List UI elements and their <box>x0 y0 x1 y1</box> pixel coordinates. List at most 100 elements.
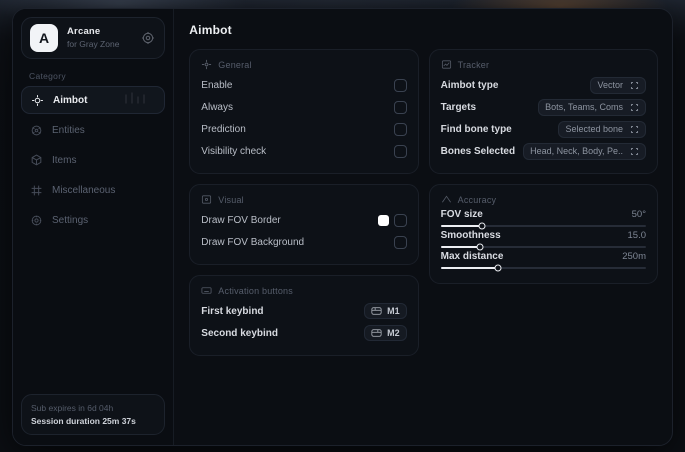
main-content: Aimbot General Enable <box>174 9 672 445</box>
row-label: Aimbot type <box>440 79 499 91</box>
slider-fill <box>440 246 480 248</box>
expand-icon <box>630 81 639 90</box>
keybind-value: M1 <box>387 306 400 316</box>
session-duration: Session duration 25m 37s <box>31 415 136 426</box>
slider-label: FOV size <box>440 209 483 220</box>
cheat-overlay-window: A Arcane for Gray Zone Category <box>12 8 673 446</box>
keybind-value: M2 <box>387 328 400 338</box>
row-aimbot-type: Aimbot type Vector <box>441 74 646 96</box>
expand-icon <box>630 103 639 112</box>
card-title: Tracker <box>457 59 490 70</box>
dropdown-aimbot-type[interactable]: Vector <box>590 76 646 94</box>
mouse-icon <box>371 307 382 315</box>
sidebar-item-label: Aimbot <box>53 94 88 106</box>
row-label: Draw FOV Background <box>201 236 305 248</box>
sliders-icon <box>30 184 43 197</box>
card-activation-buttons: Activation buttons First keybind M1 <box>189 275 419 356</box>
card-visual-heading: Visual <box>201 194 406 205</box>
sidebar-item-settings[interactable]: Settings <box>21 206 165 234</box>
slider-label: Max distance <box>440 251 504 262</box>
slider-knob[interactable] <box>478 222 486 230</box>
crosshair-icon <box>201 59 212 70</box>
slider-knob[interactable] <box>494 264 502 272</box>
row-draw-fov-border: Draw FOV Border <box>201 209 407 231</box>
row-enable: Enable <box>201 74 407 96</box>
card-tracker-heading: Tracker <box>441 59 646 70</box>
sidebar-item-items[interactable]: Items <box>21 146 165 174</box>
sidebar-item-label: Entities <box>52 124 85 136</box>
dropdown-value: Vector <box>597 80 623 90</box>
sidebar-item-miscellaneous[interactable]: Miscellaneous <box>21 176 165 204</box>
sidebar: A Arcane for Gray Zone Category <box>13 9 175 445</box>
brand-watermark-icon <box>112 90 156 111</box>
card-general-heading: General <box>201 59 406 70</box>
keyboard-icon <box>201 285 212 296</box>
row-label: Always <box>201 101 233 113</box>
row-visibility-check: Visibility check <box>201 140 407 162</box>
page-title: Aimbot <box>189 23 232 37</box>
row-label: Second keybind <box>201 327 278 339</box>
sidebar-item-aimbot[interactable]: Aimbot <box>21 86 166 114</box>
row-bones-selected: Bones Selected Head, Neck, Body, Pe.. <box>441 140 646 162</box>
slider-track[interactable] <box>440 264 646 272</box>
card-title: Activation buttons <box>218 285 293 296</box>
row-draw-fov-background: Draw FOV Background <box>201 231 407 253</box>
keybind-first-button[interactable]: M1 <box>364 303 407 319</box>
dropdown-targets[interactable]: Bots, Teams, Coms <box>538 98 646 116</box>
dropdown-find-bone-type[interactable]: Selected bone <box>558 120 646 138</box>
sidebar-item-label: Items <box>52 154 77 166</box>
dropdown-value: Bots, Teams, Coms <box>545 102 623 112</box>
profile-card[interactable]: A Arcane for Gray Zone <box>21 17 166 59</box>
checkbox-draw-fov-border[interactable] <box>393 213 407 227</box>
card-title: Accuracy <box>457 194 497 205</box>
slider-fill <box>440 225 482 227</box>
slider-knob[interactable] <box>476 243 484 251</box>
slider-fill <box>440 267 499 269</box>
row-label: Enable <box>201 79 233 91</box>
row-find-bone-type: Find bone type Selected bone <box>441 118 646 140</box>
expand-icon <box>630 147 639 156</box>
status-footer: Sub expires in 6d 04h Session duration 2… <box>21 394 166 435</box>
image-icon <box>201 194 212 205</box>
mouse-icon <box>371 329 382 337</box>
profile-name: Arcane <box>67 26 101 38</box>
card-title: General <box>218 59 252 70</box>
card-title: Visual <box>218 194 244 205</box>
card-tracker: Tracker Aimbot type Vector <box>428 49 658 174</box>
checkbox-always[interactable] <box>393 100 407 114</box>
slider-label: Smoothness <box>440 230 501 241</box>
sidebar-item-label: Settings <box>52 214 89 226</box>
right-column: Tracker Aimbot type Vector <box>428 49 658 284</box>
checkbox-draw-fov-background[interactable] <box>393 235 407 249</box>
card-activation-heading: Activation buttons <box>201 285 406 296</box>
row-label: First keybind <box>201 305 264 317</box>
slider-track[interactable] <box>440 222 646 230</box>
sidebar-item-label: Miscellaneous <box>52 184 116 196</box>
sidebar-nav: Aimbot Entities <box>21 86 166 234</box>
box-icon <box>30 154 43 167</box>
card-visual: Visual Draw FOV Border Draw FOV Backgrou… <box>189 184 419 265</box>
sidebar-item-entities[interactable]: Entities <box>21 116 165 144</box>
row-first-keybind: First keybind M1 <box>201 300 407 322</box>
subscription-status: Sub expires in 6d 04h <box>31 403 114 414</box>
expand-icon <box>630 125 639 134</box>
entity-icon <box>30 124 43 137</box>
keybind-second-button[interactable]: M2 <box>364 325 407 341</box>
triangle-icon <box>441 194 452 205</box>
row-always: Always <box>201 96 407 118</box>
left-column: General Enable Always Prediction <box>189 49 419 356</box>
checkbox-prediction[interactable] <box>393 122 407 136</box>
chart-icon <box>441 59 452 70</box>
settings-icon[interactable] <box>140 30 156 46</box>
checkbox-visibility-check[interactable] <box>393 144 407 158</box>
color-swatch-fov-border[interactable] <box>377 214 389 226</box>
slider-track[interactable] <box>440 243 646 251</box>
card-accuracy: Accuracy FOV size 50° <box>428 184 658 284</box>
slider-value: 250m <box>622 251 646 262</box>
category-label: Category <box>29 71 66 81</box>
slider-fov-size: FOV size 50° <box>440 209 646 230</box>
checkbox-enable[interactable] <box>393 78 407 92</box>
dropdown-bones-selected[interactable]: Head, Neck, Body, Pe.. <box>523 142 646 160</box>
dropdown-value: Selected bone <box>565 124 623 134</box>
profile-subtitle: for Gray Zone <box>67 39 120 50</box>
